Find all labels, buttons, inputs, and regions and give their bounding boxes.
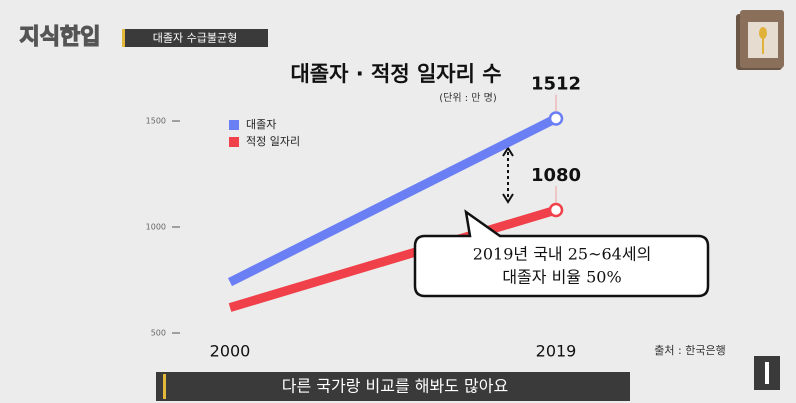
end-marker — [548, 202, 564, 218]
logo: 지식한입 — [20, 25, 101, 50]
caption-box — [156, 372, 630, 401]
tag-box — [122, 29, 268, 47]
caption: 다른 국가랑 비교를 해봐도 많아요 — [282, 377, 508, 396]
tag: 대졸자 수급불균형 — [153, 32, 237, 45]
series-line — [228, 205, 558, 312]
book-icon — [736, 10, 784, 70]
chart-title: 대졸자 · 적정 일자리 수 — [290, 62, 501, 86]
corner-icon — [754, 356, 780, 390]
callout-box — [413, 209, 710, 298]
callout-line: 대졸자 비율 50% — [502, 268, 621, 287]
x-tick-label: 2019 — [536, 342, 577, 361]
end-marker — [548, 111, 564, 126]
end-value-label: 1512 — [531, 73, 581, 94]
source: 출처 : 한국은행 — [654, 344, 725, 357]
unit-note: (단위 : 만 명) — [439, 91, 497, 104]
end-value-label: 1080 — [531, 165, 581, 186]
y-tick-label: 500 — [151, 329, 166, 338]
y-tick-label: 1500 — [146, 117, 166, 126]
callout-line: 2019년 국내 25~64세의 — [473, 245, 652, 264]
gap-arrow — [502, 146, 514, 204]
legend-label: 적정 일자리 — [246, 134, 300, 148]
legend-swatch — [229, 120, 239, 130]
plot: 500 1000 1500 2000 2019 1512 대졸자 1080 적정 일자리 — [146, 73, 581, 360]
tag-accent — [122, 29, 125, 47]
caption-accent — [163, 374, 166, 399]
series-line — [227, 114, 559, 287]
legend-label: 대졸자 — [246, 118, 276, 131]
x-tick-label: 2000 — [210, 342, 251, 361]
legend-swatch — [229, 137, 239, 147]
y-tick-label: 1000 — [146, 223, 166, 232]
